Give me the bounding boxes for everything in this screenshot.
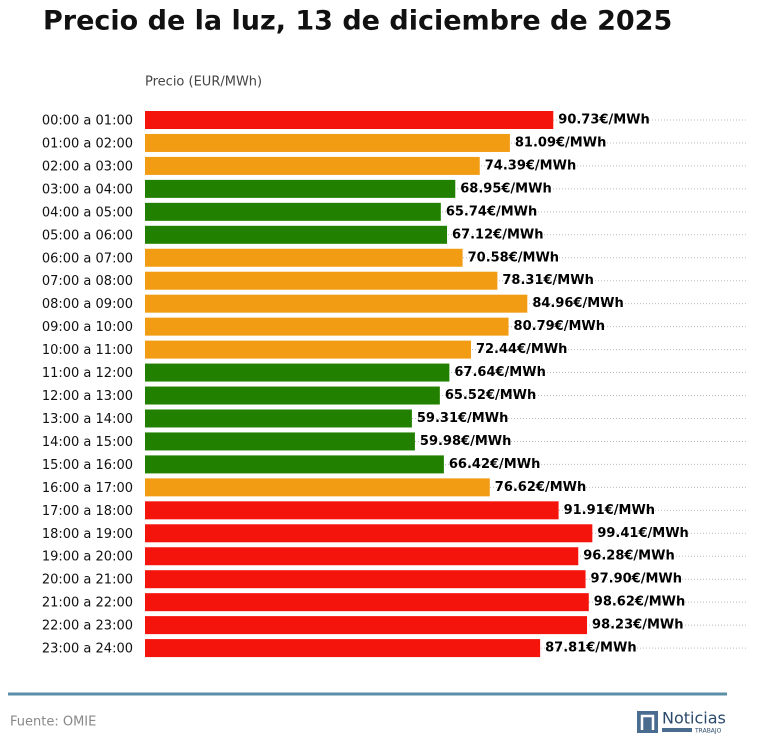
value-label: 98.23€/MWh: [592, 618, 683, 633]
bar: [145, 225, 448, 244]
y-tick-label: 09:00 a 10:00: [42, 320, 133, 335]
logo-name: Noticias: [662, 709, 726, 728]
value-label: 90.73€/MWh: [558, 113, 649, 128]
y-tick-label: 07:00 a 08:00: [42, 274, 133, 289]
value-label: 65.74€/MWh: [446, 204, 537, 219]
bar: [145, 593, 589, 612]
y-tick-label: 22:00 a 23:00: [42, 619, 133, 634]
logo-glyph: [640, 714, 655, 730]
logo-icon: [637, 711, 658, 733]
y-tick-label: 14:00 a 15:00: [42, 435, 133, 450]
bar: [145, 363, 450, 382]
bar: [145, 111, 554, 129]
y-tick-label: 21:00 a 22:00: [42, 596, 133, 611]
source: Fuente: OMIE: [10, 715, 96, 730]
y-tick-label: 08:00 a 09:00: [42, 297, 133, 312]
value-label: 81.09€/MWh: [515, 135, 606, 150]
bar: [145, 386, 440, 405]
bar: [145, 133, 510, 152]
value-label: 97.90€/MWh: [591, 572, 682, 587]
bar: [145, 179, 456, 198]
value-label: 76.62€/MWh: [495, 480, 586, 495]
bar: [145, 271, 498, 290]
bar: [145, 340, 471, 359]
y-tick-label: 04:00 a 05:00: [42, 205, 133, 220]
y-tick-label: 11:00 a 12:00: [42, 366, 133, 381]
value-label: 74.39€/MWh: [485, 158, 576, 173]
bar: [145, 478, 490, 497]
bar: [145, 156, 480, 175]
bar: [145, 524, 593, 543]
bar: [145, 202, 441, 221]
value-label: 84.96€/MWh: [532, 296, 623, 311]
y-tick-label: 18:00 a 19:00: [42, 527, 133, 542]
value-label: 68.95€/MWh: [460, 181, 551, 196]
value-label: 59.98€/MWh: [420, 434, 511, 449]
y-tick-label: 13:00 a 14:00: [42, 412, 133, 427]
logo-bar: [662, 728, 692, 732]
bar: [145, 294, 528, 313]
y-tick-label: 17:00 a 18:00: [42, 504, 133, 519]
value-label: 65.52€/MWh: [445, 388, 536, 403]
bar: [145, 455, 444, 474]
y-tick-label: 00:00 a 01:00: [42, 114, 133, 129]
bar: [145, 639, 541, 658]
value-label: 91.91€/MWh: [564, 503, 655, 518]
y-tick-label: 16:00 a 17:00: [42, 481, 133, 496]
y-tick-label: 06:00 a 07:00: [42, 251, 133, 266]
value-label: 59.31€/MWh: [417, 411, 508, 426]
y-tick-label: 20:00 a 21:00: [42, 573, 133, 588]
y-tick-label: 12:00 a 13:00: [42, 389, 133, 404]
y-tick-label: 01:00 a 02:00: [42, 136, 133, 151]
chart-title: Precio de la luz, 13 de diciembre de 202…: [43, 6, 672, 37]
value-label: 66.42€/MWh: [449, 457, 540, 472]
y-tick-label: 03:00 a 04:00: [42, 182, 133, 197]
y-tick-label: 05:00 a 06:00: [42, 228, 133, 243]
bar: [145, 317, 509, 336]
value-label: 87.81€/MWh: [545, 641, 636, 656]
value-label: 98.62€/MWh: [594, 595, 685, 610]
value-label: 80.79€/MWh: [514, 319, 605, 334]
value-label: 67.12€/MWh: [452, 227, 543, 242]
bar: [145, 409, 412, 428]
bar: [145, 248, 463, 267]
y-tick-label: 15:00 a 16:00: [42, 458, 133, 473]
bar: [145, 547, 579, 566]
value-label: 72.44€/MWh: [476, 342, 567, 357]
value-label: 99.41€/MWh: [597, 526, 688, 541]
bar: [145, 501, 559, 520]
y-tick-label: 10:00 a 11:00: [42, 343, 133, 358]
bar: [145, 616, 588, 635]
bar: [145, 570, 586, 589]
value-label: 70.58€/MWh: [468, 250, 559, 265]
bar: [145, 432, 415, 451]
value-label: 78.31€/MWh: [502, 273, 593, 288]
axis-label: Precio (EUR/MWh): [145, 75, 262, 90]
y-tick-label: 02:00 a 03:00: [42, 159, 133, 174]
y-tick-label: 23:00 a 24:00: [42, 642, 133, 657]
value-label: 96.28€/MWh: [583, 549, 674, 564]
y-tick-label: 19:00 a 20:00: [42, 550, 133, 565]
logo-tagline: TRABAJO: [694, 728, 722, 735]
value-label: 67.64€/MWh: [454, 365, 545, 380]
